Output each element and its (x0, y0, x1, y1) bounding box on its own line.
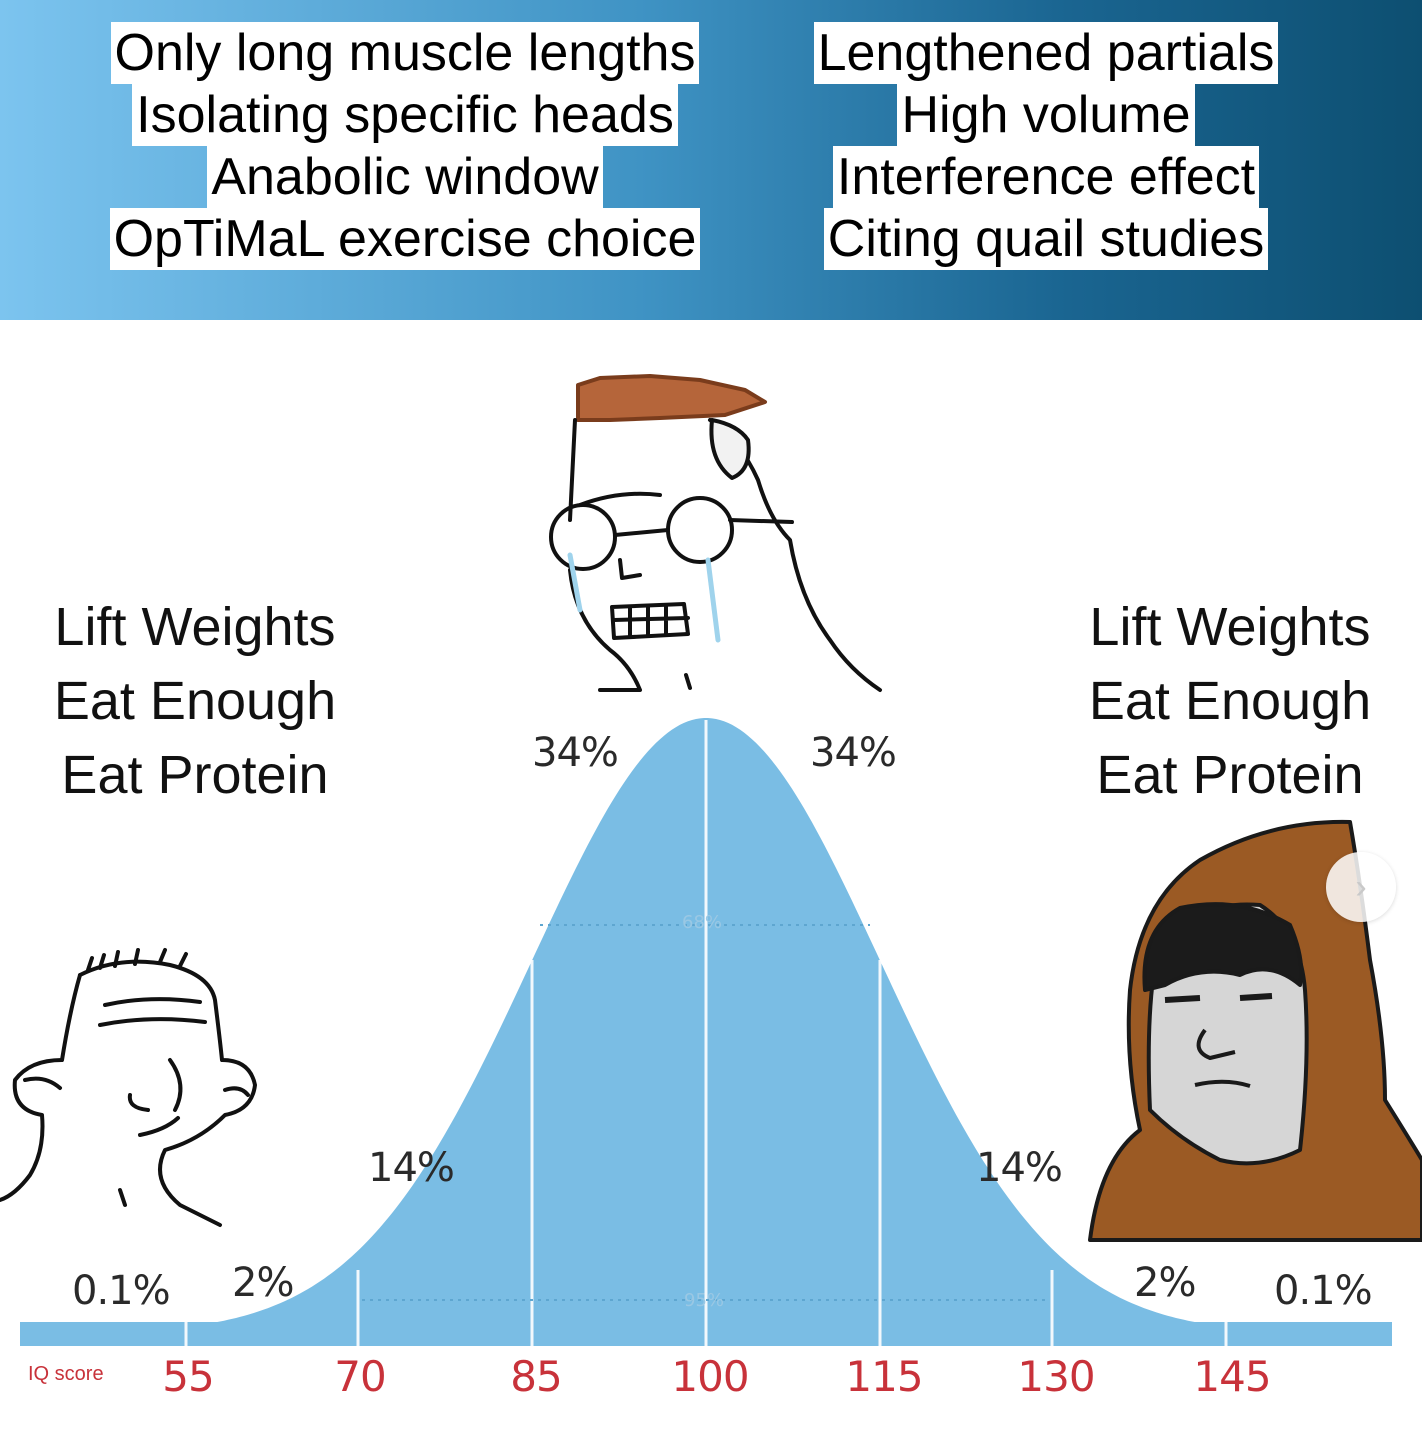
advice-item: Eat Protein (1096, 745, 1364, 805)
right-advice-list: Lift Weights Eat Enough Eat Protein (1065, 590, 1395, 812)
chevron-right-icon: › (1355, 867, 1367, 906)
percent-label-left-2: 2% (232, 1260, 294, 1306)
next-slide-button[interactable]: › (1326, 852, 1396, 922)
sd-separators (184, 720, 1228, 1348)
simple-wojak-illustration (0, 948, 257, 1227)
advice-item: Eat Protein (61, 745, 329, 805)
advice-item: Lift Weights (1089, 597, 1371, 657)
inner-range-lines (362, 924, 1046, 1301)
left-caption-group: Only long muscle lengths Isolating speci… (85, 22, 725, 270)
percent-label-right-34: 34% (810, 730, 897, 776)
percent-label-right-14: 14% (976, 1145, 1063, 1191)
advice-item: Eat Enough (1088, 671, 1372, 731)
top-banner: Only long muscle lengths Isolating speci… (0, 0, 1422, 320)
percent-label-left-34: 34% (532, 730, 619, 776)
axis-label: IQ score (28, 1363, 104, 1385)
left-advice-list: Lift Weights Eat Enough Eat Protein (30, 590, 360, 812)
axis-tick-label: 70 (334, 1352, 386, 1401)
axis-tick-label: 100 (671, 1352, 749, 1401)
percent-label-far-right: 0.1% (1274, 1268, 1373, 1314)
caption-line: Citing quail studies (823, 208, 1269, 270)
right-caption-group: Lengthened partials High volume Interfer… (726, 22, 1366, 270)
axis-tick-label: 130 (1017, 1352, 1095, 1401)
advice-item: Eat Enough (53, 671, 337, 731)
caption-line: High volume (897, 84, 1195, 146)
caption-line: OpTiMaL exercise choice (109, 208, 701, 270)
caption-line: Lengthened partials (813, 22, 1279, 84)
caption-line: Isolating specific heads (132, 84, 678, 146)
caption-line: Only long muscle lengths (110, 22, 700, 84)
caption-line: Interference effect (832, 146, 1260, 208)
axis-tick-label: 145 (1193, 1352, 1271, 1401)
axis-tick-label: 115 (845, 1352, 923, 1401)
nerd-wojak-illustration (549, 374, 882, 692)
axis-tick-label: 55 (162, 1352, 214, 1401)
percent-label-far-left: 0.1% (72, 1268, 171, 1314)
percent-label-right-2: 2% (1134, 1260, 1196, 1306)
hooded-wojak-illustration (1088, 819, 1422, 1242)
percent-label-inner-68: 68% (682, 912, 723, 933)
percent-label-left-14: 14% (368, 1145, 455, 1191)
advice-item: Lift Weights (54, 597, 336, 657)
axis-tick-label: 85 (510, 1352, 562, 1401)
caption-line: Anabolic window (207, 146, 603, 208)
percent-label-inner-95: 95% (684, 1290, 725, 1311)
